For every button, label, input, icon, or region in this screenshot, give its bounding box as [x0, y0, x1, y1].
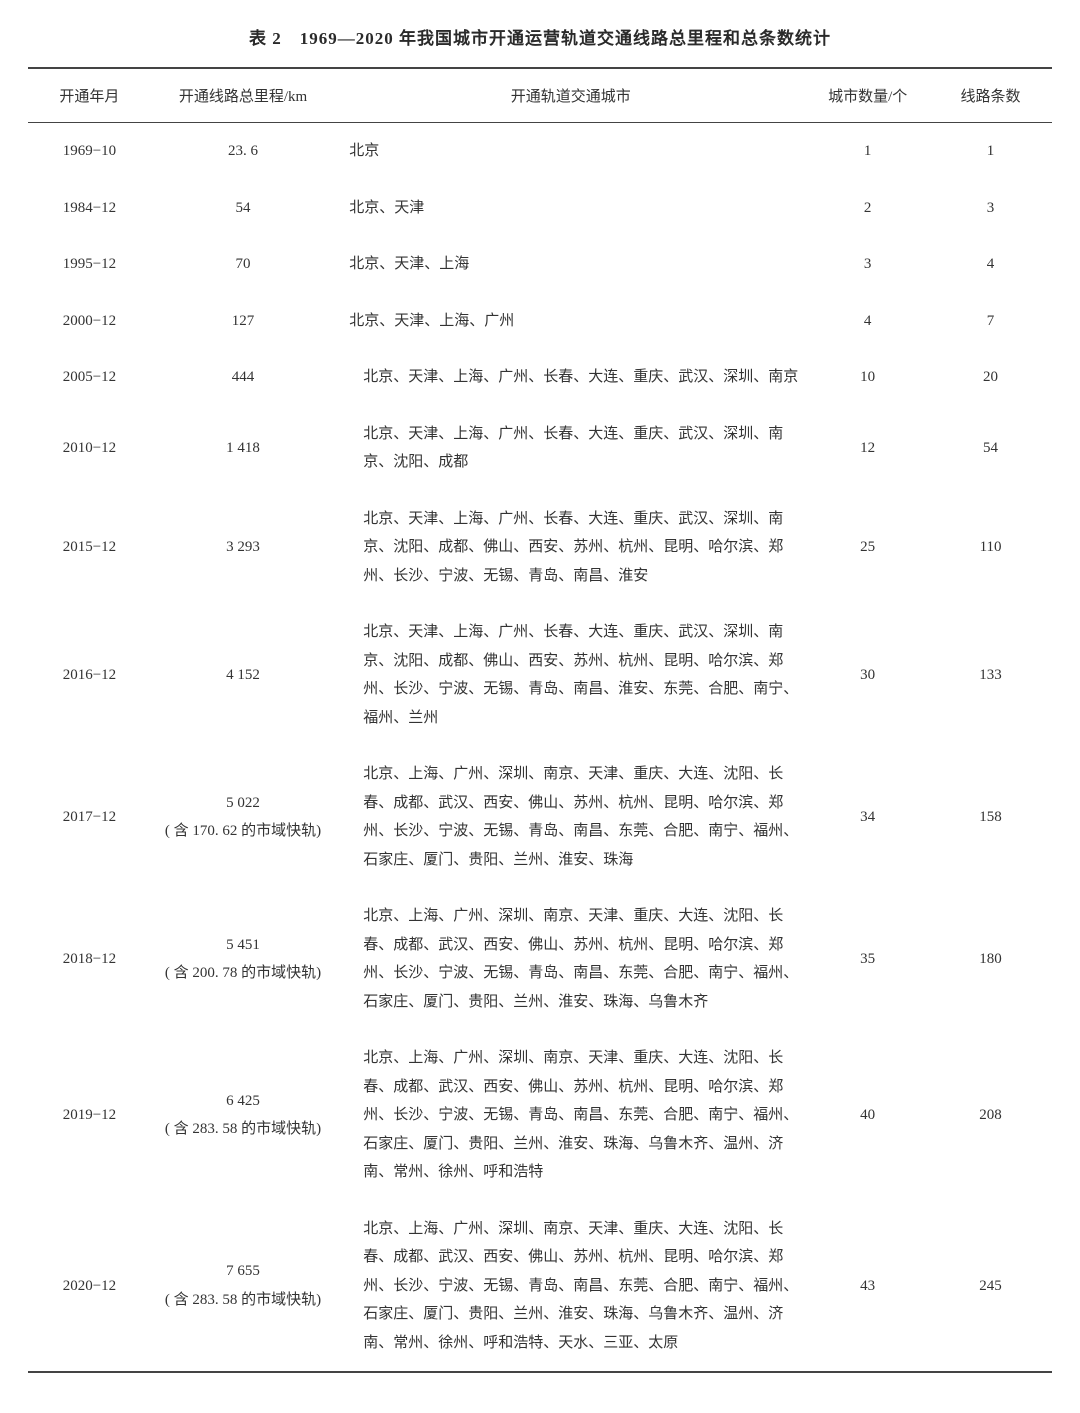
- cell-cities: 北京、天津、上海、广州: [335, 293, 806, 350]
- cell-date: 2019−12: [28, 1030, 151, 1201]
- cell-cities: 北京: [335, 123, 806, 180]
- cell-date: 2000−12: [28, 293, 151, 350]
- cell-date: 2015−12: [28, 491, 151, 605]
- cell-city-count: 1: [806, 123, 929, 180]
- table-row: 2018−125 451( 含 200. 78 的市域快轨)北京、上海、广州、深…: [28, 888, 1052, 1030]
- cell-mileage: 3 293: [151, 491, 335, 605]
- cell-date: 2016−12: [28, 604, 151, 746]
- table-body: 1969−1023. 6北京111984−1254北京、天津231995−127…: [28, 123, 1052, 1373]
- cell-date: 1995−12: [28, 236, 151, 293]
- cell-line-count: 180: [929, 888, 1052, 1030]
- mileage-note: ( 含 200. 78 的市域快轨): [157, 959, 329, 988]
- cell-line-count: 4: [929, 236, 1052, 293]
- cell-cities: 北京、上海、广州、深圳、南京、天津、重庆、大连、沈阳、长春、成都、武汉、西安、佛…: [335, 746, 806, 888]
- table-row: 2015−123 293北京、天津、上海、广州、长春、大连、重庆、武汉、深圳、南…: [28, 491, 1052, 605]
- cell-line-count: 7: [929, 293, 1052, 350]
- table-row: 2010−121 418北京、天津、上海、广州、长春、大连、重庆、武汉、深圳、南…: [28, 406, 1052, 491]
- cell-city-count: 12: [806, 406, 929, 491]
- mileage-note: ( 含 170. 62 的市域快轨): [157, 817, 329, 846]
- cell-city-count: 2: [806, 180, 929, 237]
- cell-city-count: 30: [806, 604, 929, 746]
- cell-city-count: 10: [806, 349, 929, 406]
- mileage-value: 3 293: [157, 533, 329, 562]
- table-row: 2000−12127北京、天津、上海、广州47: [28, 293, 1052, 350]
- cell-mileage: 5 451( 含 200. 78 的市域快轨): [151, 888, 335, 1030]
- cell-mileage: 7 655( 含 283. 58 的市域快轨): [151, 1201, 335, 1373]
- col-header-mile: 开通线路总里程/km: [151, 68, 335, 123]
- mileage-note: ( 含 283. 58 的市域快轨): [157, 1115, 329, 1144]
- mileage-value: 1 418: [157, 434, 329, 463]
- cell-city-count: 3: [806, 236, 929, 293]
- mileage-value: 7 655: [157, 1257, 329, 1286]
- table-row: 2020−127 655( 含 283. 58 的市域快轨)北京、上海、广州、深…: [28, 1201, 1052, 1373]
- col-header-lines: 线路条数: [929, 68, 1052, 123]
- cell-line-count: 245: [929, 1201, 1052, 1373]
- cell-line-count: 3: [929, 180, 1052, 237]
- table-row: 1984−1254北京、天津23: [28, 180, 1052, 237]
- cell-line-count: 1: [929, 123, 1052, 180]
- cell-cities: 北京、天津: [335, 180, 806, 237]
- cell-line-count: 133: [929, 604, 1052, 746]
- mileage-value: 5 022: [157, 789, 329, 818]
- cell-mileage: 1 418: [151, 406, 335, 491]
- mileage-value: 444: [157, 363, 329, 392]
- cell-cities: 北京、上海、广州、深圳、南京、天津、重庆、大连、沈阳、长春、成都、武汉、西安、佛…: [335, 1201, 806, 1373]
- table-row: 1969−1023. 6北京11: [28, 123, 1052, 180]
- cell-cities: 北京、上海、广州、深圳、南京、天津、重庆、大连、沈阳、长春、成都、武汉、西安、佛…: [335, 888, 806, 1030]
- cell-mileage: 444: [151, 349, 335, 406]
- table-row: 2019−126 425( 含 283. 58 的市域快轨)北京、上海、广州、深…: [28, 1030, 1052, 1201]
- cell-mileage: 70: [151, 236, 335, 293]
- mileage-value: 70: [157, 250, 329, 279]
- table-row: 2017−125 022( 含 170. 62 的市域快轨)北京、上海、广州、深…: [28, 746, 1052, 888]
- mileage-value: 5 451: [157, 931, 329, 960]
- col-header-count: 城市数量/个: [806, 68, 929, 123]
- col-header-cities: 开通轨道交通城市: [335, 68, 806, 123]
- cell-mileage: 127: [151, 293, 335, 350]
- cell-city-count: 43: [806, 1201, 929, 1373]
- cell-date: 2010−12: [28, 406, 151, 491]
- cell-date: 1969−10: [28, 123, 151, 180]
- cell-cities: 北京、天津、上海、广州、长春、大连、重庆、武汉、深圳、南京、沈阳、成都、佛山、西…: [335, 491, 806, 605]
- cell-cities: 北京、天津、上海、广州、长春、大连、重庆、武汉、深圳、南京、沈阳、成都、佛山、西…: [335, 604, 806, 746]
- table-row: 2005−12444北京、天津、上海、广州、长春、大连、重庆、武汉、深圳、南京1…: [28, 349, 1052, 406]
- cell-city-count: 35: [806, 888, 929, 1030]
- cell-mileage: 5 022( 含 170. 62 的市域快轨): [151, 746, 335, 888]
- cell-date: 1984−12: [28, 180, 151, 237]
- mileage-value: 23. 6: [157, 137, 329, 166]
- cell-mileage: 23. 6: [151, 123, 335, 180]
- table-row: 1995−1270北京、天津、上海34: [28, 236, 1052, 293]
- cell-line-count: 20: [929, 349, 1052, 406]
- mileage-value: 6 425: [157, 1087, 329, 1116]
- cell-cities: 北京、天津、上海、广州、长春、大连、重庆、武汉、深圳、南京、沈阳、成都: [335, 406, 806, 491]
- cell-date: 2020−12: [28, 1201, 151, 1373]
- mileage-note: ( 含 283. 58 的市域快轨): [157, 1286, 329, 1315]
- cell-city-count: 25: [806, 491, 929, 605]
- cell-cities: 北京、天津、上海: [335, 236, 806, 293]
- cell-cities: 北京、天津、上海、广州、长春、大连、重庆、武汉、深圳、南京: [335, 349, 806, 406]
- cell-line-count: 158: [929, 746, 1052, 888]
- cell-mileage: 6 425( 含 283. 58 的市域快轨): [151, 1030, 335, 1201]
- table-header-row: 开通年月 开通线路总里程/km 开通轨道交通城市 城市数量/个 线路条数: [28, 68, 1052, 123]
- cell-mileage: 54: [151, 180, 335, 237]
- cell-city-count: 40: [806, 1030, 929, 1201]
- stats-table: 开通年月 开通线路总里程/km 开通轨道交通城市 城市数量/个 线路条数 196…: [28, 67, 1052, 1373]
- cell-cities: 北京、上海、广州、深圳、南京、天津、重庆、大连、沈阳、长春、成都、武汉、西安、佛…: [335, 1030, 806, 1201]
- cell-date: 2005−12: [28, 349, 151, 406]
- mileage-value: 54: [157, 194, 329, 223]
- mileage-value: 4 152: [157, 661, 329, 690]
- cell-line-count: 208: [929, 1030, 1052, 1201]
- col-header-date: 开通年月: [28, 68, 151, 123]
- cell-city-count: 34: [806, 746, 929, 888]
- table-title: 表 2 1969—2020 年我国城市开通运营轨道交通线路总里程和总条数统计: [28, 24, 1052, 49]
- cell-line-count: 54: [929, 406, 1052, 491]
- table-row: 2016−124 152北京、天津、上海、广州、长春、大连、重庆、武汉、深圳、南…: [28, 604, 1052, 746]
- cell-city-count: 4: [806, 293, 929, 350]
- cell-line-count: 110: [929, 491, 1052, 605]
- cell-date: 2017−12: [28, 746, 151, 888]
- cell-mileage: 4 152: [151, 604, 335, 746]
- mileage-value: 127: [157, 307, 329, 336]
- cell-date: 2018−12: [28, 888, 151, 1030]
